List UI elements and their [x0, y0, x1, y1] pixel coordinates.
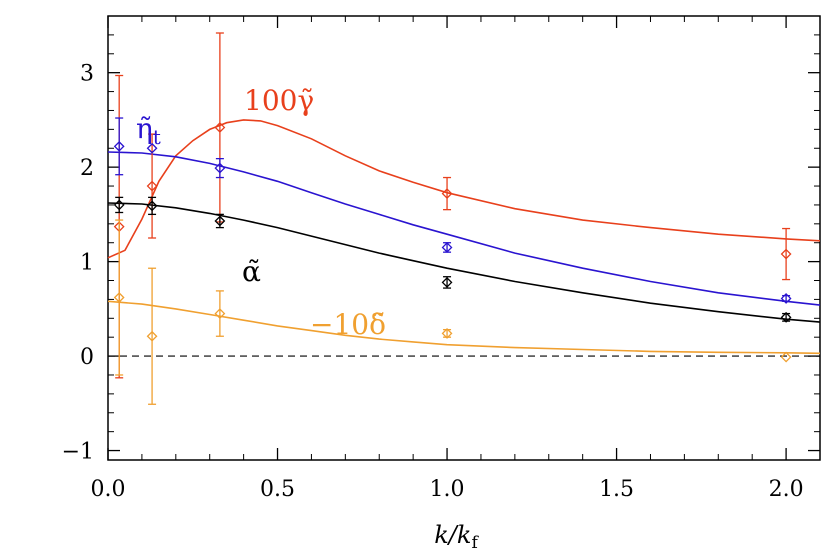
data-points: [113, 32, 792, 405]
x-tick-label: 0.5: [260, 477, 295, 502]
x-axis-label: k/kf: [434, 521, 479, 553]
point-gamma: [214, 122, 226, 133]
point-delta: [214, 308, 226, 319]
y-tick-label: 3: [80, 62, 94, 87]
plot-frame: [107, 15, 821, 461]
x-axis-label-subscript: f: [471, 533, 479, 553]
point-eta: [146, 142, 158, 154]
point-gamma: [780, 248, 792, 260]
model-curves: [107, 119, 821, 355]
curve-gamma: [107, 119, 821, 259]
x-tick-label: 2.0: [769, 477, 804, 502]
curve-alpha: [107, 202, 821, 323]
curve-delta: [107, 300, 821, 355]
y-tick-label: 2: [80, 156, 94, 181]
point-eta: [780, 293, 792, 304]
y-tick-label: 1: [80, 251, 94, 276]
point-delta: [441, 327, 453, 339]
point-alpha: [146, 200, 158, 212]
annotation-alpha: α̃: [242, 255, 261, 288]
annotation-delta: −10δ̃: [310, 308, 386, 341]
point-alpha: [441, 276, 453, 288]
point-delta: [780, 351, 792, 363]
axis-ticks: 0.0 0.5 1.0 1.5 2.0 −1 0 1 2 3: [62, 16, 821, 502]
curve-eta: [107, 151, 821, 306]
x-tick-label: 1.5: [599, 477, 634, 502]
point-eta: [441, 242, 453, 253]
point-gamma: [146, 180, 158, 192]
point-alpha: [780, 311, 792, 323]
point-gamma: [441, 188, 453, 200]
annotation-eta-subscript: t: [153, 125, 161, 149]
x-tick-label: 0.0: [91, 477, 126, 502]
x-tick-label: 1.0: [430, 477, 465, 502]
point-delta: [113, 292, 125, 303]
point-delta: [146, 330, 158, 342]
point-eta: [113, 140, 125, 152]
annotation-eta: η̃t: [136, 112, 161, 149]
y-tick-label: −1: [62, 440, 94, 465]
point-alpha: [214, 215, 226, 227]
point-eta: [214, 162, 226, 174]
annotation-gamma: 100γ̃: [244, 84, 314, 117]
y-tick-label: 0: [80, 345, 94, 370]
point-alpha: [113, 199, 125, 211]
